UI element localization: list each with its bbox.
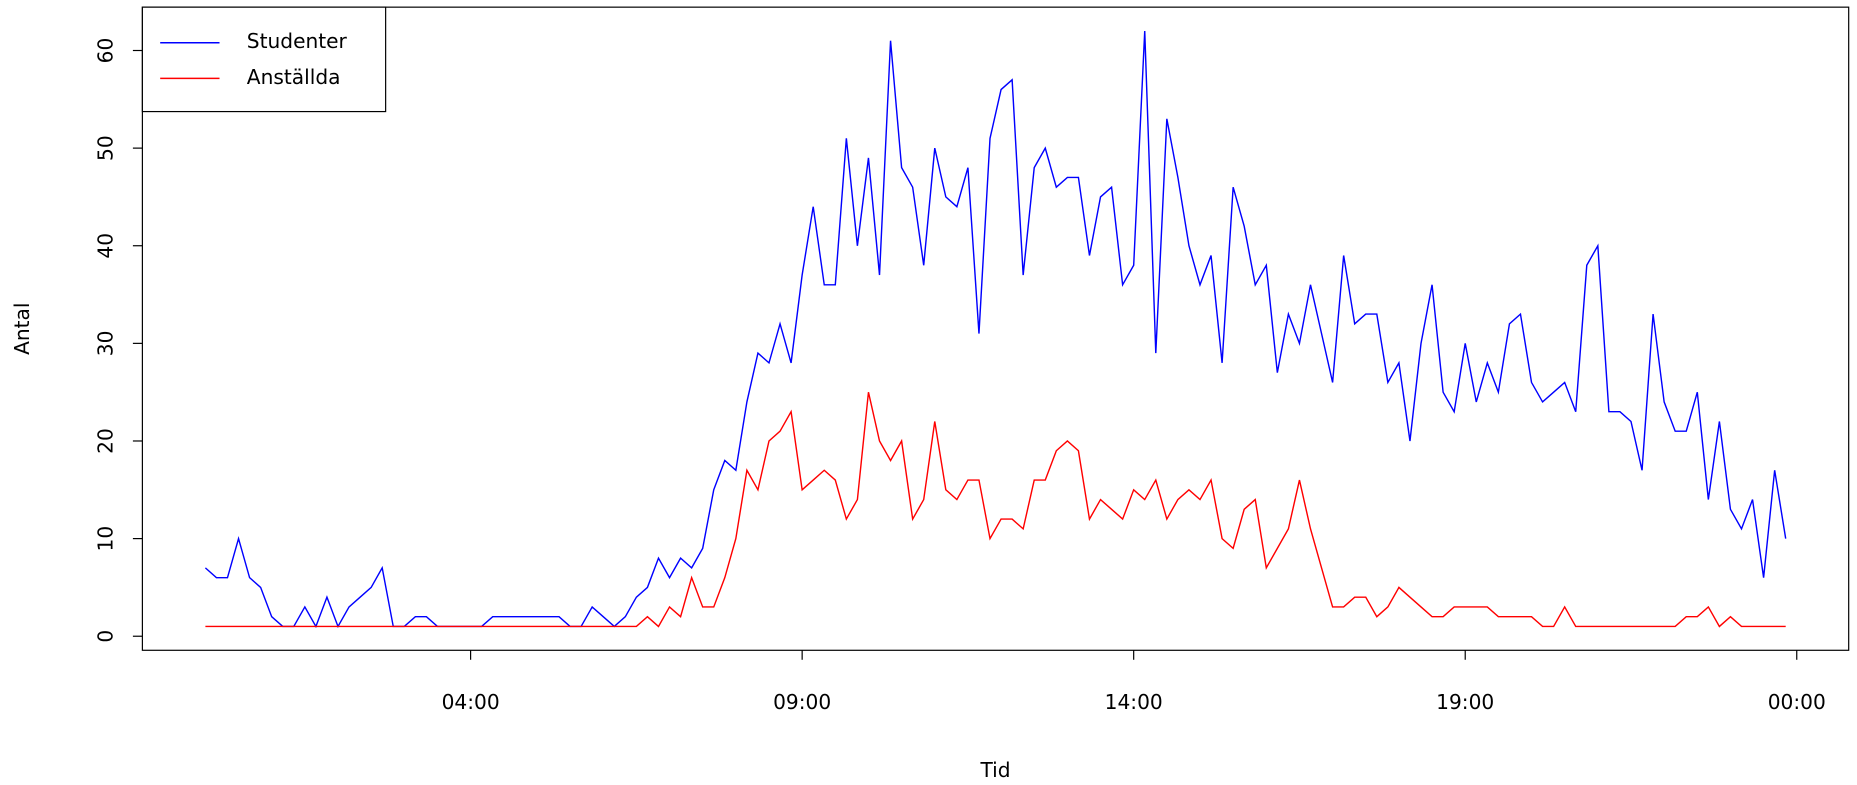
y-tick-label: 0 [93, 630, 117, 643]
legend-box [141, 6, 387, 113]
series-line [204, 30, 1787, 629]
y-tick-label: 20 [93, 428, 117, 454]
x-tick-label: 00:00 [1768, 690, 1826, 714]
series-line [205, 392, 1786, 628]
y-tick-label: 30 [93, 331, 117, 357]
x-tick-label: 14:00 [1105, 690, 1163, 714]
x-tick-label: 04:00 [442, 690, 500, 714]
y-tick-label: 10 [93, 526, 117, 552]
x-tick-label: 09:00 [773, 690, 831, 714]
y-tick-label: 60 [93, 38, 117, 64]
legend-label: Anställda [247, 65, 341, 89]
plot-frame [141, 6, 1850, 651]
y-tick-label: 50 [93, 135, 117, 161]
x-tick-label: 19:00 [1436, 690, 1494, 714]
x-axis-label: Tid [979, 758, 1010, 782]
y-tick-label: 40 [93, 233, 117, 259]
y-axis-label: Antal [10, 303, 34, 355]
legend-label: Studenter [247, 29, 348, 53]
